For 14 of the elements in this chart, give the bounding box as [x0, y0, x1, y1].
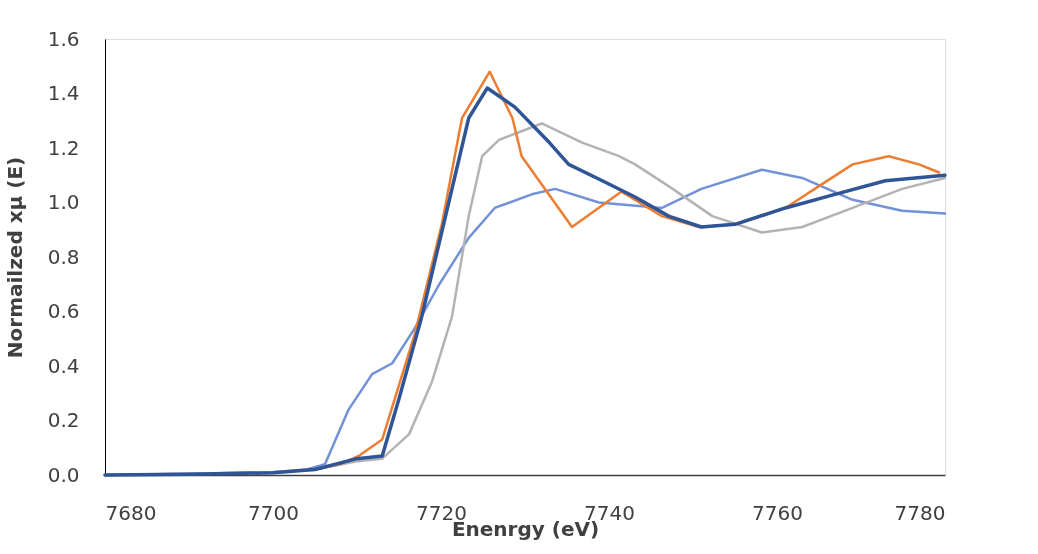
y-tick-label: 1.6: [47, 26, 80, 51]
y-tick-label: 0.8: [47, 244, 80, 269]
y-tick-label: 1.4: [47, 81, 80, 105]
y-tick-label: 1.2: [47, 135, 80, 160]
y-tick-label: 0.2: [47, 408, 80, 432]
x-tick-label: 7780: [894, 500, 946, 525]
x-tick-label: 7760: [752, 500, 803, 525]
y-axis-title: Normailzed xμ (E): [2, 156, 27, 359]
x-tick-label: 7680: [105, 500, 157, 525]
y-tick-label: 0.0: [47, 462, 80, 487]
y-tick-label: 0.6: [47, 299, 80, 323]
y-tick-label: 0.4: [47, 353, 80, 378]
x-tick-label: 7700: [248, 500, 299, 525]
y-tick-label: 1.0: [47, 190, 80, 214]
